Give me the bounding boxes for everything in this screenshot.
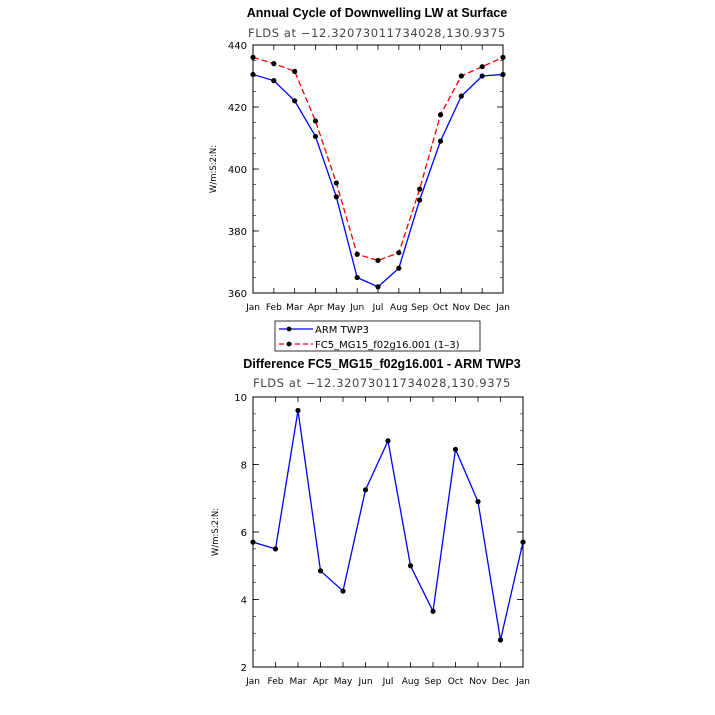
- y-tick-label: 4: [241, 596, 247, 607]
- x-tick-label: Jul: [382, 677, 394, 687]
- data-point: [312, 133, 319, 140]
- legend-box: [274, 320, 481, 352]
- y-tick-label: 440: [228, 41, 247, 52]
- data-point: [479, 73, 485, 79]
- x-tick-label: Dec: [492, 677, 509, 687]
- data-point: [396, 265, 402, 271]
- y-tick-label: 380: [228, 227, 247, 238]
- x-tick-label: Apr: [313, 677, 329, 687]
- data-point: [430, 608, 436, 614]
- y-tick-label: 400: [228, 165, 247, 176]
- legend-label-model: FC5_MG15_f02g16.001 (1–3): [315, 340, 460, 351]
- x-tick-label: Jul: [372, 303, 384, 313]
- series-line-a: [252, 410, 524, 641]
- data-point: [437, 138, 444, 144]
- data-point: [475, 499, 481, 505]
- x-tick-label: Mar: [290, 677, 307, 687]
- chart-title: Difference FC5_MG15_f02g16.001 - ARM TWP…: [243, 357, 520, 371]
- chart-subtitle: FLDS at −12.32073011734028,130.9375: [248, 26, 506, 40]
- x-tick-label: Dec: [473, 303, 490, 313]
- x-tick-label: Apr: [308, 303, 324, 313]
- legend: ARM TWP3 FC5_MG15_f02g16.001 (1–3): [274, 320, 481, 352]
- axes: Jan Feb Mar Apr May Jun Jul Aug Sep Oct Nov Dec Jan 2…: [234, 393, 530, 687]
- data-point: [452, 446, 459, 452]
- series-line-a: [252, 73, 504, 288]
- y-tick-label: 8: [241, 461, 247, 472]
- x-tick-label: Aug: [390, 303, 408, 313]
- data-point: [479, 64, 485, 70]
- data-point: [520, 539, 526, 545]
- x-tick-label: Nov: [453, 303, 471, 313]
- x-tick-label: Oct: [433, 303, 449, 313]
- chart-title: Annual Cycle of Downwelling LW at Surfac…: [247, 6, 507, 20]
- data-point: [500, 71, 506, 78]
- data-point: [354, 274, 360, 281]
- plot-frame: [252, 44, 504, 294]
- data-point: [317, 568, 324, 574]
- x-tick-label: Feb: [268, 677, 284, 687]
- data-point: [362, 487, 369, 493]
- series-group: [250, 407, 526, 643]
- data-point: [407, 563, 414, 569]
- y-axis-label: W/m:S:2:N:: [209, 145, 219, 193]
- data-point: [295, 407, 301, 414]
- data-point: [250, 539, 256, 545]
- data-point: [292, 98, 298, 104]
- legend-label-arm: ARM TWP3: [315, 325, 369, 336]
- data-point: [312, 118, 319, 124]
- data-point: [497, 637, 504, 643]
- data-point: [375, 257, 381, 264]
- x-tick-label: Oct: [448, 677, 464, 687]
- axes: Jan Feb Mar Apr May Jun Jul Aug Sep Oct Nov Dec Jan 3…: [228, 41, 510, 313]
- y-tick-label: 420: [228, 103, 247, 114]
- x-tick-label: Feb: [266, 303, 282, 313]
- data-point: [437, 112, 444, 118]
- data-point: [272, 546, 279, 552]
- x-tick-label: Aug: [402, 677, 420, 687]
- data-point: [292, 68, 298, 74]
- x-tick-label: Jun: [349, 303, 364, 313]
- x-tick-label: May: [327, 303, 346, 313]
- x-tick-label: Sep: [411, 303, 428, 313]
- x-tick-label: May: [334, 677, 353, 687]
- data-point: [396, 250, 402, 256]
- data-point: [385, 438, 391, 444]
- legend-marker-arm: [286, 326, 292, 332]
- data-point: [333, 194, 339, 200]
- y-tick-label: 6: [241, 528, 247, 539]
- data-point: [458, 73, 464, 79]
- series-line-b: [252, 56, 504, 262]
- data-point: [417, 186, 423, 192]
- data-point: [340, 588, 346, 594]
- x-tick-label: Sep: [425, 677, 442, 687]
- data-point: [354, 251, 360, 257]
- data-point: [458, 93, 464, 99]
- data-point: [271, 78, 277, 84]
- data-point: [250, 54, 256, 61]
- x-tick-label: Jun: [357, 677, 372, 687]
- x-tick-label: Nov: [469, 677, 487, 687]
- y-tick-label: 2: [241, 663, 247, 674]
- data-point: [417, 197, 423, 203]
- data-point: [500, 54, 506, 61]
- data-point: [271, 61, 277, 67]
- x-tick-label: Jan: [245, 303, 260, 313]
- y-tick-label: 360: [228, 289, 247, 300]
- difference-chart: Difference FC5_MG15_f02g16.001 - ARM TWP…: [211, 357, 530, 687]
- x-tick-label: Jan: [515, 677, 530, 687]
- chart-subtitle: FLDS at −12.32073011734028,130.9375: [253, 376, 511, 390]
- x-tick-label: Mar: [286, 303, 303, 313]
- x-tick-label: Jan: [495, 303, 510, 313]
- legend-marker-model: [286, 341, 292, 347]
- data-point: [333, 180, 339, 186]
- y-tick-label: 10: [234, 393, 247, 404]
- data-point: [250, 71, 256, 78]
- y-axis-label: W/m:S:2:N:: [211, 508, 221, 556]
- annual-cycle-chart: Annual Cycle of Downwelling LW at Surfac…: [209, 6, 510, 352]
- x-tick-label: Jan: [245, 677, 260, 687]
- series-group: [250, 54, 506, 290]
- data-point: [375, 284, 381, 290]
